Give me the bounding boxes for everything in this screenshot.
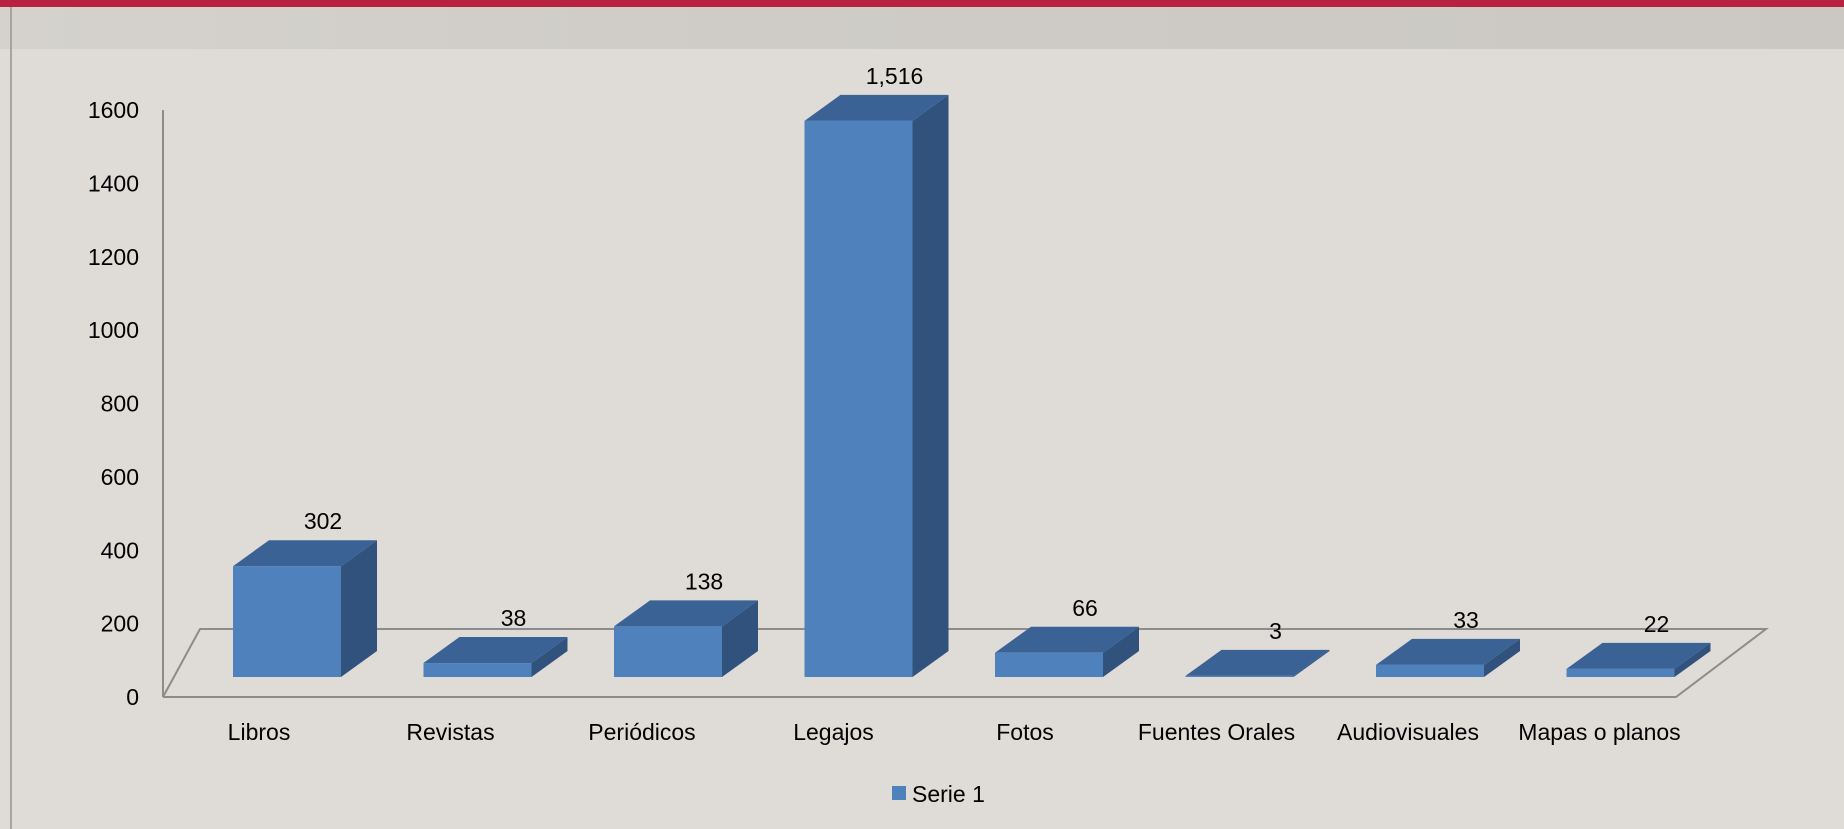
- y-axis-ticks: 0 200 400 600 800 1000 1200 1400 1600: [88, 97, 139, 710]
- data-label: 22: [1644, 611, 1670, 637]
- bar-front-face: [1185, 675, 1294, 677]
- x-category-label: Mapas o planos: [1518, 719, 1680, 745]
- bar-side-face: [1484, 638, 1520, 677]
- x-category-label: Audiovisuales: [1337, 719, 1479, 745]
- data-label: 66: [1072, 595, 1098, 621]
- x-category-label: Libros: [228, 719, 291, 745]
- x-category-label: Fotos: [996, 719, 1054, 745]
- bar-side-face: [341, 540, 377, 677]
- y-tick-label: 200: [101, 611, 139, 637]
- x-category-label: Periódicos: [588, 719, 695, 745]
- bar-top-face: [233, 540, 377, 567]
- bar-front-face: [423, 663, 532, 677]
- bar-top-face: [804, 94, 949, 121]
- bar-side-face: [722, 600, 758, 677]
- y-tick-label: 600: [101, 464, 139, 490]
- bar-front-face: [804, 120, 913, 677]
- bar-front-face: [614, 626, 722, 677]
- bar-top-face: [614, 600, 758, 627]
- legend-swatch: [892, 786, 906, 800]
- bar-side-face: [1293, 649, 1330, 677]
- bar-top-face: [1376, 638, 1520, 665]
- data-label: 38: [501, 605, 527, 631]
- data-label: 33: [1453, 607, 1479, 633]
- bar-front-face: [1566, 668, 1675, 677]
- bar-series: [233, 94, 1711, 677]
- bar-front-face: [1376, 664, 1484, 677]
- y-tick-label: 1600: [88, 97, 139, 123]
- x-axis-categories: Libros Revistas Periódicos Legajos Fotos Fuen…: [228, 719, 1681, 745]
- bar-side-face: [1674, 642, 1711, 677]
- header-band: [0, 7, 1844, 49]
- data-label: 1,516: [866, 63, 924, 89]
- x-category-label: Fuentes Orales: [1138, 719, 1295, 745]
- data-label: 302: [304, 508, 342, 534]
- y-tick-label: 1000: [88, 317, 139, 343]
- data-label: 138: [685, 568, 723, 594]
- bar-side-face: [1103, 626, 1139, 677]
- y-tick-label: 0: [126, 684, 139, 710]
- top-accent-bar: [0, 0, 1844, 7]
- y-tick-label: 400: [101, 537, 139, 563]
- chart-floor-outline: [162, 628, 1769, 698]
- y-tick-label: 800: [101, 391, 139, 417]
- bar-top-face: [1185, 649, 1330, 676]
- bar-top-face: [423, 637, 568, 664]
- y-tick-label: 1200: [88, 244, 139, 270]
- data-label: 3: [1269, 618, 1282, 644]
- bar-front-face: [233, 566, 341, 677]
- legend: Serie 1: [892, 781, 985, 807]
- chart-floor: [162, 110, 1769, 698]
- y-tick-label: 1400: [88, 170, 139, 196]
- bar-front-face: [995, 652, 1103, 677]
- x-category-label: Revistas: [406, 719, 494, 745]
- bar-top-face: [995, 626, 1139, 653]
- x-category-label: Legajos: [793, 719, 874, 745]
- bar-side-face: [912, 94, 949, 677]
- bar-side-face: [531, 637, 568, 677]
- bar-top-face: [1566, 642, 1711, 669]
- legend-label: Serie 1: [912, 781, 985, 807]
- left-rule: [10, 7, 12, 829]
